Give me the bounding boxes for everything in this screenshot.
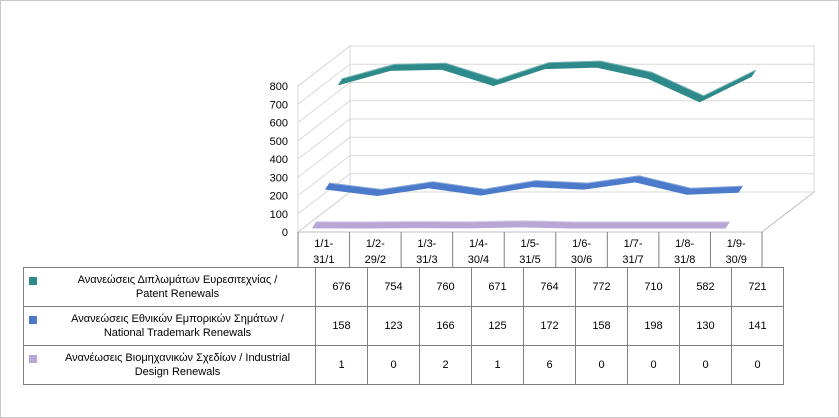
x-tick-label: 31/7 xyxy=(622,254,643,266)
legend-label: Design Renewals xyxy=(134,366,221,378)
data-label: 582 xyxy=(679,267,732,307)
x-tick-label: 1/3- xyxy=(417,238,436,250)
y-tick-label: 800 xyxy=(270,81,288,93)
x-tick-label: 31/3 xyxy=(416,254,437,266)
data-label: 0 xyxy=(679,345,732,385)
data-label: 1 xyxy=(315,345,368,385)
data-label: 772 xyxy=(575,267,628,307)
series-highlight xyxy=(316,220,730,223)
series-3 xyxy=(312,220,730,229)
y-tick-label: 200 xyxy=(270,191,288,203)
data-label: 2 xyxy=(419,345,472,385)
x-tick-label: 1/7- xyxy=(624,238,643,250)
data-label: 158 xyxy=(575,306,628,346)
y-tick-label: 0 xyxy=(282,227,288,239)
table-row: Ανανεώσεις Διπλωμάτων Ευρεσιτεχνίας / Pat… xyxy=(23,267,784,307)
legend-entry: Ανανέωσεις Βιομηχανικών Σχεδίων / Indust… xyxy=(23,345,316,385)
x-tick-label: 30/4 xyxy=(468,254,489,266)
data-label: 130 xyxy=(679,306,732,346)
x-tick-label: 1/6- xyxy=(572,238,591,250)
series-ribbon xyxy=(338,60,756,103)
x-tick-label: 1/5- xyxy=(521,238,540,250)
legend-entry: Ανανεώσεις Διπλωμάτων Ευρεσιτεχνίας / Pat… xyxy=(23,267,316,307)
data-label: 0 xyxy=(575,345,628,385)
data-label: 141 xyxy=(731,306,784,346)
series-highlight xyxy=(329,175,743,191)
data-label: 6 xyxy=(523,345,576,385)
table-row: Ανανέωσεις Βιομηχανικών Σχεδίων / Indust… xyxy=(23,345,784,385)
data-label: 0 xyxy=(627,345,680,385)
data-label: 671 xyxy=(471,267,524,307)
x-tick-label: 31/5 xyxy=(519,254,540,266)
legend-label: National Trademark Renewals xyxy=(103,327,252,339)
x-tick-label: 31/1 xyxy=(313,254,334,266)
x-tick-label: 30/6 xyxy=(571,254,592,266)
x-tick-label: 1/2- xyxy=(366,238,385,250)
x-axis: 1/1- 31/1 1/2- 29/2 1/3- 31/3 1/4- 30/4 1/5- 31/5… xyxy=(297,232,763,267)
x-tick-label: 1/4- xyxy=(469,238,488,250)
x-tick-label: 31/8 xyxy=(674,254,695,266)
data-label: 158 xyxy=(315,306,368,346)
legend-label: Patent Renewals xyxy=(135,288,220,300)
data-label: 166 xyxy=(419,306,472,346)
data-label: 125 xyxy=(471,306,524,346)
y-tick-label: 100 xyxy=(270,209,288,221)
x-tick-label: 30/9 xyxy=(726,254,747,266)
legend-swatch xyxy=(29,355,37,363)
gridline xyxy=(297,173,814,215)
x-tick-label: 29/2 xyxy=(365,254,386,266)
series-2 xyxy=(325,175,743,197)
legend-swatch xyxy=(29,316,37,324)
x-tick-label: 1/1- xyxy=(314,238,333,250)
gridline xyxy=(297,100,814,142)
series-ribbon xyxy=(312,220,730,229)
gridline xyxy=(297,63,814,105)
legend-entry: Ανανεώσεις Εθνικών Εμπορικών Σημάτων / Na… xyxy=(23,306,316,346)
gridline xyxy=(297,118,814,160)
y-tick-label: 600 xyxy=(270,118,288,130)
gridline xyxy=(297,45,814,87)
legend-label: Ανανέωσεις Βιομηχανικών Σχεδίων / Indust… xyxy=(64,352,291,364)
data-label: 721 xyxy=(731,267,784,307)
legend-label: Ανανεώσεις Διπλωμάτων Ευρεσιτεχνίας / xyxy=(77,274,278,286)
data-label: 198 xyxy=(627,306,680,346)
data-label: 754 xyxy=(367,267,420,307)
data-label: 172 xyxy=(523,306,576,346)
data-label: 760 xyxy=(419,267,472,307)
gridline xyxy=(297,82,814,123)
legend-label: Ανανεώσεις Εθνικών Εμπορικών Σημάτων / xyxy=(71,313,284,325)
series-layer xyxy=(312,60,756,229)
gridline xyxy=(297,136,814,178)
data-label: 123 xyxy=(367,306,420,346)
y-tick-label: 300 xyxy=(270,172,288,184)
series-ribbon xyxy=(325,175,743,197)
x-tick-label: 1/9- xyxy=(727,238,746,250)
y-tick-label: 400 xyxy=(270,154,288,166)
data-label: 764 xyxy=(523,267,576,307)
y-tick-label: 500 xyxy=(270,136,288,148)
x-tick-label: 1/8- xyxy=(675,238,694,250)
data-label: 710 xyxy=(627,267,680,307)
data-table: Ανανεώσεις Διπλωμάτων Ευρεσιτεχνίας / Pat… xyxy=(23,267,784,385)
series-highlight xyxy=(342,60,756,97)
legend-swatch xyxy=(29,277,37,285)
table-row: Ανανεώσεις Εθνικών Εμπορικών Σημάτων / Na… xyxy=(23,306,784,346)
series-1 xyxy=(338,60,756,103)
data-label: 0 xyxy=(731,345,784,385)
y-axis: 0 100 200 300 400 500 600 700 800 xyxy=(270,81,288,239)
y-tick-label: 700 xyxy=(270,99,288,111)
data-label: 1 xyxy=(471,345,524,385)
gridline xyxy=(297,155,814,196)
data-label: 676 xyxy=(315,267,368,307)
data-label: 0 xyxy=(367,345,420,385)
